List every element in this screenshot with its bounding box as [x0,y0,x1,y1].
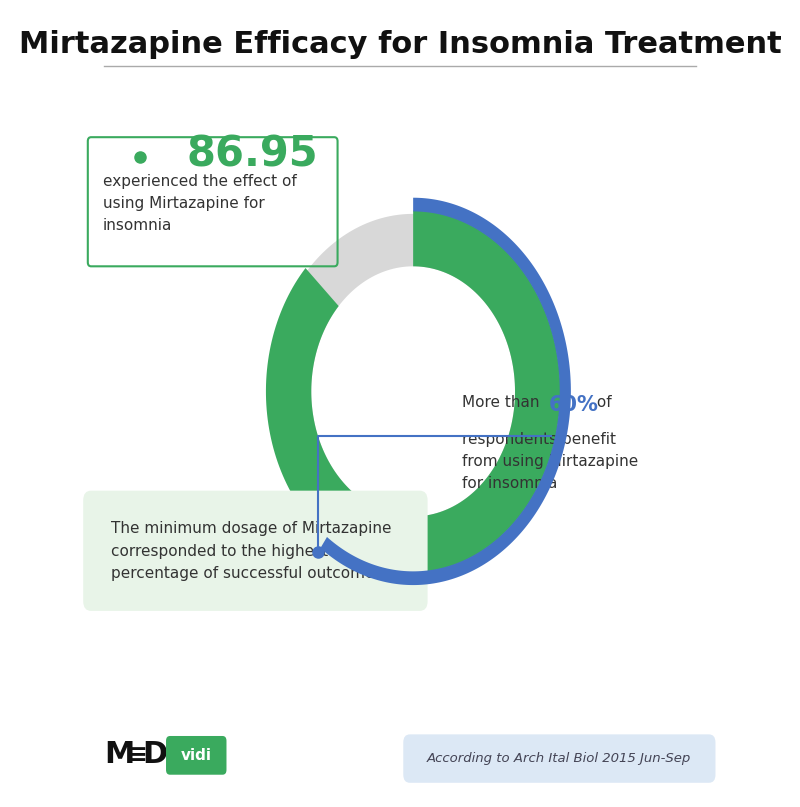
FancyBboxPatch shape [83,491,428,611]
Text: According to Arch Ital Biol 2015 Jun-Sep: According to Arch Ital Biol 2015 Jun-Sep [427,752,691,765]
Text: vidi: vidi [181,748,212,763]
Text: M: M [104,740,134,769]
Polygon shape [266,211,560,572]
Text: More than: More than [462,395,545,411]
Text: The minimum dosage of Mirtazapine
corresponded to the highest
percentage of succ: The minimum dosage of Mirtazapine corres… [111,521,391,581]
Text: 86.95: 86.95 [186,134,318,176]
Text: Mirtazapine Efficacy for Insomnia Treatment: Mirtazapine Efficacy for Insomnia Treatm… [18,30,782,59]
Polygon shape [321,198,571,585]
Polygon shape [269,214,558,569]
Text: respondents benefit
from using Mirtazapine
for insomnia: respondents benefit from using Mirtazapi… [462,432,638,491]
Text: ≡: ≡ [126,742,147,767]
Text: 60%: 60% [549,395,599,416]
Text: of: of [592,395,611,411]
FancyBboxPatch shape [166,736,226,775]
FancyBboxPatch shape [403,734,715,783]
Text: D: D [142,740,168,769]
Text: experienced the effect of
using Mirtazapine for
insomnia: experienced the effect of using Mirtazap… [103,174,297,233]
